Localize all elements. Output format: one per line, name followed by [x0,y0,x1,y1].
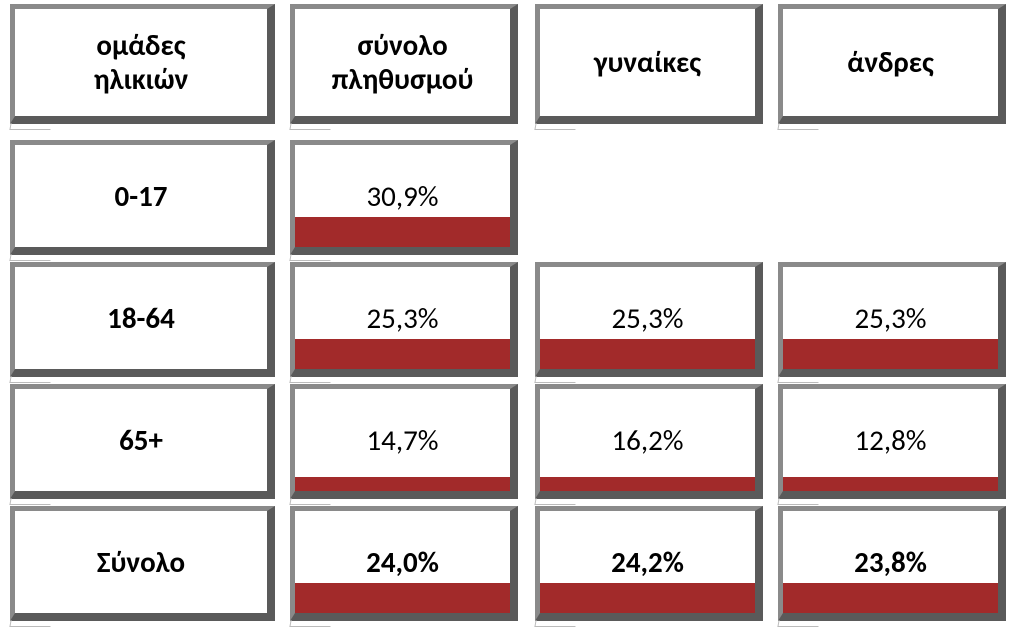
cell-r3-c2: 24,2% [535,506,763,621]
value-r1-c1: 25,3% [366,300,438,336]
cell-r2-c3: 12,8% [778,384,1006,499]
redbar-r2-c1 [295,477,510,491]
rowlabel-0: 0-17 [115,178,168,214]
redbar-r2-c3 [783,477,998,491]
value-r1-c3: 25,3% [854,300,926,336]
value-r2-c2: 16,2% [611,422,683,458]
cell-r3-c3: 23,8% [778,506,1006,621]
rowlabel-2: 65+ [119,422,163,458]
redbar-r3-c2 [540,583,755,613]
redbar-r0-c1 [295,217,510,247]
rowlabel-3: Σύνολο [97,544,185,580]
header-cell-age-groups: ομάδες ηλικιών [10,4,275,124]
cell-r1-c2: 25,3% [535,262,763,377]
value-r3-c1: 24,0% [366,544,439,580]
cell-r2-c1: 14,7% [290,384,518,499]
rowlabel-18-64: 18-64 [10,262,275,377]
header-c1-line2: πληθυσμού [332,61,474,97]
cell-r2-c2: 16,2% [535,384,763,499]
header-c0-line2: ηλικιών [94,61,188,97]
rowlabel-0-17: 0-17 [10,140,275,255]
value-r2-c3: 12,8% [854,422,926,458]
redbar-r3-c1 [295,583,510,613]
header-cell-men: άνδρες [778,4,1006,124]
redbar-r1-c1 [295,339,510,369]
cell-r0-c1: 30,9% [290,140,518,255]
rowlabel-1: 18-64 [107,300,175,336]
value-r3-c2: 24,2% [611,544,684,580]
header-c0-line1: ομάδες [96,27,185,63]
value-r0-c1: 30,9% [366,178,438,214]
redbar-r3-c3 [783,583,998,613]
cell-r1-c1: 25,3% [290,262,518,377]
value-r1-c2: 25,3% [611,300,683,336]
value-r2-c1: 14,7% [366,422,438,458]
rowlabel-total: Σύνολο [10,506,275,621]
cell-r3-c1: 24,0% [290,506,518,621]
value-r3-c3: 23,8% [854,544,927,580]
redbar-r1-c2 [540,339,755,369]
cell-r1-c3: 25,3% [778,262,1006,377]
header-c3: άνδρες [847,44,934,80]
header-cell-total-population: σύνολο πληθυσμού [290,4,518,124]
table-container: ομάδες ηλικιών σύνολο πληθυσμού γυναίκες… [0,0,1024,635]
header-cell-women: γυναίκες [535,4,763,124]
redbar-r2-c2 [540,477,755,491]
header-c2: γυναίκες [594,44,701,80]
header-c1-line1: σύνολο [357,27,447,63]
redbar-r1-c3 [783,339,998,369]
rowlabel-65plus: 65+ [10,384,275,499]
